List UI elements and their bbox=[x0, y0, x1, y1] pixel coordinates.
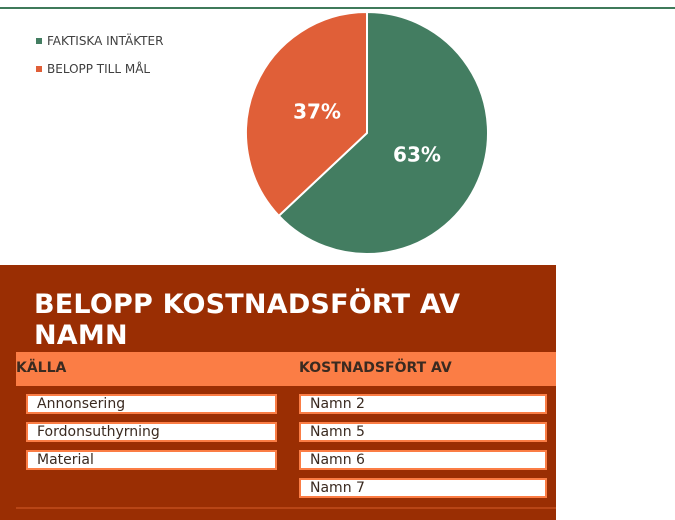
legend-label: BELOPP TILL MÅL bbox=[47, 62, 151, 76]
legend-swatch bbox=[36, 66, 42, 72]
pie-data-label: 63% bbox=[393, 143, 441, 167]
pie-data-label: 37% bbox=[293, 99, 341, 123]
legend-item-actual: FAKTISKA INTÄKTER bbox=[36, 27, 163, 55]
source-item[interactable]: Fordonsuthyrning bbox=[26, 422, 277, 442]
pie-chart: 63% 37% bbox=[245, 10, 489, 255]
source-item[interactable]: Material bbox=[26, 450, 277, 470]
charged-by-header: KOSTNADSFÖRT AV bbox=[299, 360, 452, 376]
legend-item-target: BELOPP TILL MÅL bbox=[36, 55, 163, 83]
panel-title: BELOPP KOSTNADSFÖRT AV NAMN bbox=[34, 289, 461, 351]
slicer-header: KÄLLA KOSTNADSFÖRT AV bbox=[16, 352, 556, 386]
legend-label: FAKTISKA INTÄKTER bbox=[47, 34, 164, 48]
top-divider bbox=[0, 7, 675, 9]
legend-swatch bbox=[36, 38, 42, 44]
panel-divider bbox=[16, 507, 556, 509]
chart-legend: FAKTISKA INTÄKTER BELOPP TILL MÅL bbox=[36, 27, 163, 83]
charged-by-item[interactable]: Namn 2 bbox=[299, 394, 547, 414]
pie-slice bbox=[245, 10, 368, 218]
source-item[interactable]: Annonsering bbox=[26, 394, 277, 414]
pie-slice bbox=[277, 10, 489, 255]
source-header: KÄLLA bbox=[16, 360, 67, 376]
slicer-panel: BELOPP KOSTNADSFÖRT AV NAMN KÄLLA KOSTNA… bbox=[0, 265, 556, 520]
charged-by-item[interactable]: Namn 5 bbox=[299, 422, 547, 442]
charged-by-item[interactable]: Namn 7 bbox=[299, 478, 547, 498]
charged-by-item[interactable]: Namn 6 bbox=[299, 450, 547, 470]
